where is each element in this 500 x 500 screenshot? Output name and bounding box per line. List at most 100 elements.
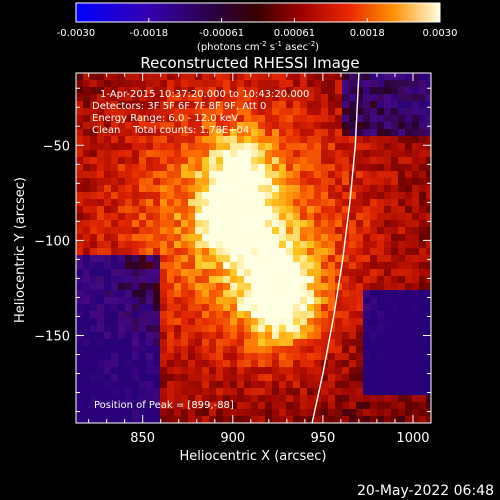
heatmap-cell	[384, 360, 392, 368]
heatmap-cell	[286, 164, 294, 172]
heatmap-cell	[328, 94, 336, 102]
heatmap-cell	[97, 101, 105, 109]
heatmap-cell	[384, 248, 392, 256]
heatmap-cell	[104, 185, 112, 193]
heatmap-cell	[356, 87, 364, 95]
heatmap-cell	[216, 94, 224, 102]
heatmap-cell	[328, 129, 336, 137]
heatmap-cell	[398, 129, 406, 137]
heatmap-cell	[118, 220, 126, 228]
heatmap-cell	[405, 276, 413, 284]
heatmap-cell	[412, 234, 420, 242]
heatmap-cell	[293, 325, 301, 333]
heatmap-cell	[174, 178, 182, 186]
colorbar-ticks: -0.0030 -0.0018 -0.00061 0.00061 0.0018 0.003…	[57, 18, 458, 39]
heatmap-cell	[335, 395, 343, 403]
heatmap-cell	[384, 388, 392, 396]
heatmap-cell	[230, 248, 238, 256]
heatmap-cell	[272, 136, 280, 144]
heatmap-cell	[342, 332, 350, 340]
heatmap-cell	[195, 248, 203, 256]
heatmap-cell	[356, 157, 364, 165]
heatmap-cell	[279, 388, 287, 396]
heatmap-cell	[188, 129, 196, 137]
heatmap-cell	[363, 304, 371, 312]
heatmap-cell	[188, 143, 196, 151]
heatmap-cell	[216, 150, 224, 158]
heatmap-cell	[370, 101, 378, 109]
heatmap-cell	[76, 94, 84, 102]
heatmap-cell	[181, 73, 189, 81]
heatmap-cell	[195, 94, 203, 102]
heatmap-cell	[328, 136, 336, 144]
heatmap-cell	[237, 367, 245, 375]
heatmap-cell	[104, 360, 112, 368]
heatmap-cell	[132, 227, 140, 235]
heatmap-cell	[118, 325, 126, 333]
heatmap-cell	[349, 248, 357, 256]
heatmap-cell	[384, 73, 392, 81]
heatmap-cell	[391, 255, 399, 263]
heatmap-cell	[293, 367, 301, 375]
heatmap-cell	[412, 409, 420, 417]
heatmap-cell	[125, 255, 133, 263]
heatmap-cell	[349, 73, 357, 81]
heatmap-cell	[202, 185, 210, 193]
heatmap-cell	[265, 87, 273, 95]
heatmap-cell	[335, 192, 343, 200]
annotation-detectors: Detectors: 3F 5F 6F 7F 8F 9F, Att 0	[92, 101, 266, 112]
heatmap-cell	[202, 220, 210, 228]
heatmap-cell	[139, 185, 147, 193]
heatmap-cell	[195, 269, 203, 277]
heatmap-cell	[251, 157, 259, 165]
heatmap-cell	[279, 269, 287, 277]
heatmap-cell	[216, 157, 224, 165]
heatmap-cell	[195, 395, 203, 403]
heatmap-cell	[419, 164, 427, 172]
heatmap-cell	[237, 178, 245, 186]
heatmap-cell	[76, 416, 84, 423]
heatmap-cell	[398, 227, 406, 235]
heatmap-cell	[258, 101, 266, 109]
heatmap-cell	[293, 185, 301, 193]
heatmap-cell	[237, 136, 245, 144]
heatmap-cell	[230, 311, 238, 319]
heatmap-cell	[223, 269, 231, 277]
heatmap-cell	[104, 339, 112, 347]
heatmap-cell	[405, 220, 413, 228]
heatmap-cell	[321, 290, 329, 298]
heatmap-cell	[223, 80, 231, 88]
heatmap-cell	[405, 241, 413, 249]
heatmap-cell	[76, 346, 84, 354]
heatmap-cell	[153, 269, 161, 277]
heatmap-cell	[321, 136, 329, 144]
heatmap-cell	[258, 255, 266, 263]
heatmap-cell	[286, 122, 294, 130]
heatmap-cell	[174, 248, 182, 256]
heatmap-cell	[363, 360, 371, 368]
heatmap-cell	[391, 332, 399, 340]
heatmap-cell	[244, 80, 252, 88]
heatmap-cell	[244, 311, 252, 319]
heatmap-cell	[160, 115, 168, 123]
heatmap-cell	[314, 297, 322, 305]
heatmap-cell	[202, 171, 210, 179]
heatmap-cell	[398, 339, 406, 347]
heatmap-cell	[307, 304, 315, 312]
heatmap-cell	[181, 206, 189, 214]
heatmap-cell	[370, 290, 378, 298]
heatmap-cell	[174, 304, 182, 312]
heatmap-cell	[181, 395, 189, 403]
heatmap-cell	[139, 241, 147, 249]
heatmap-cell	[90, 388, 98, 396]
heatmap-cell	[286, 395, 294, 403]
heatmap-cell	[321, 381, 329, 389]
heatmap-cell	[223, 318, 231, 326]
heatmap-cell	[349, 416, 357, 423]
heatmap-cell	[223, 332, 231, 340]
heatmap-cell	[307, 402, 315, 410]
heatmap-cell	[279, 73, 287, 81]
heatmap-cell	[384, 276, 392, 284]
heatmap-cell	[153, 248, 161, 256]
heatmap-cell	[398, 283, 406, 291]
